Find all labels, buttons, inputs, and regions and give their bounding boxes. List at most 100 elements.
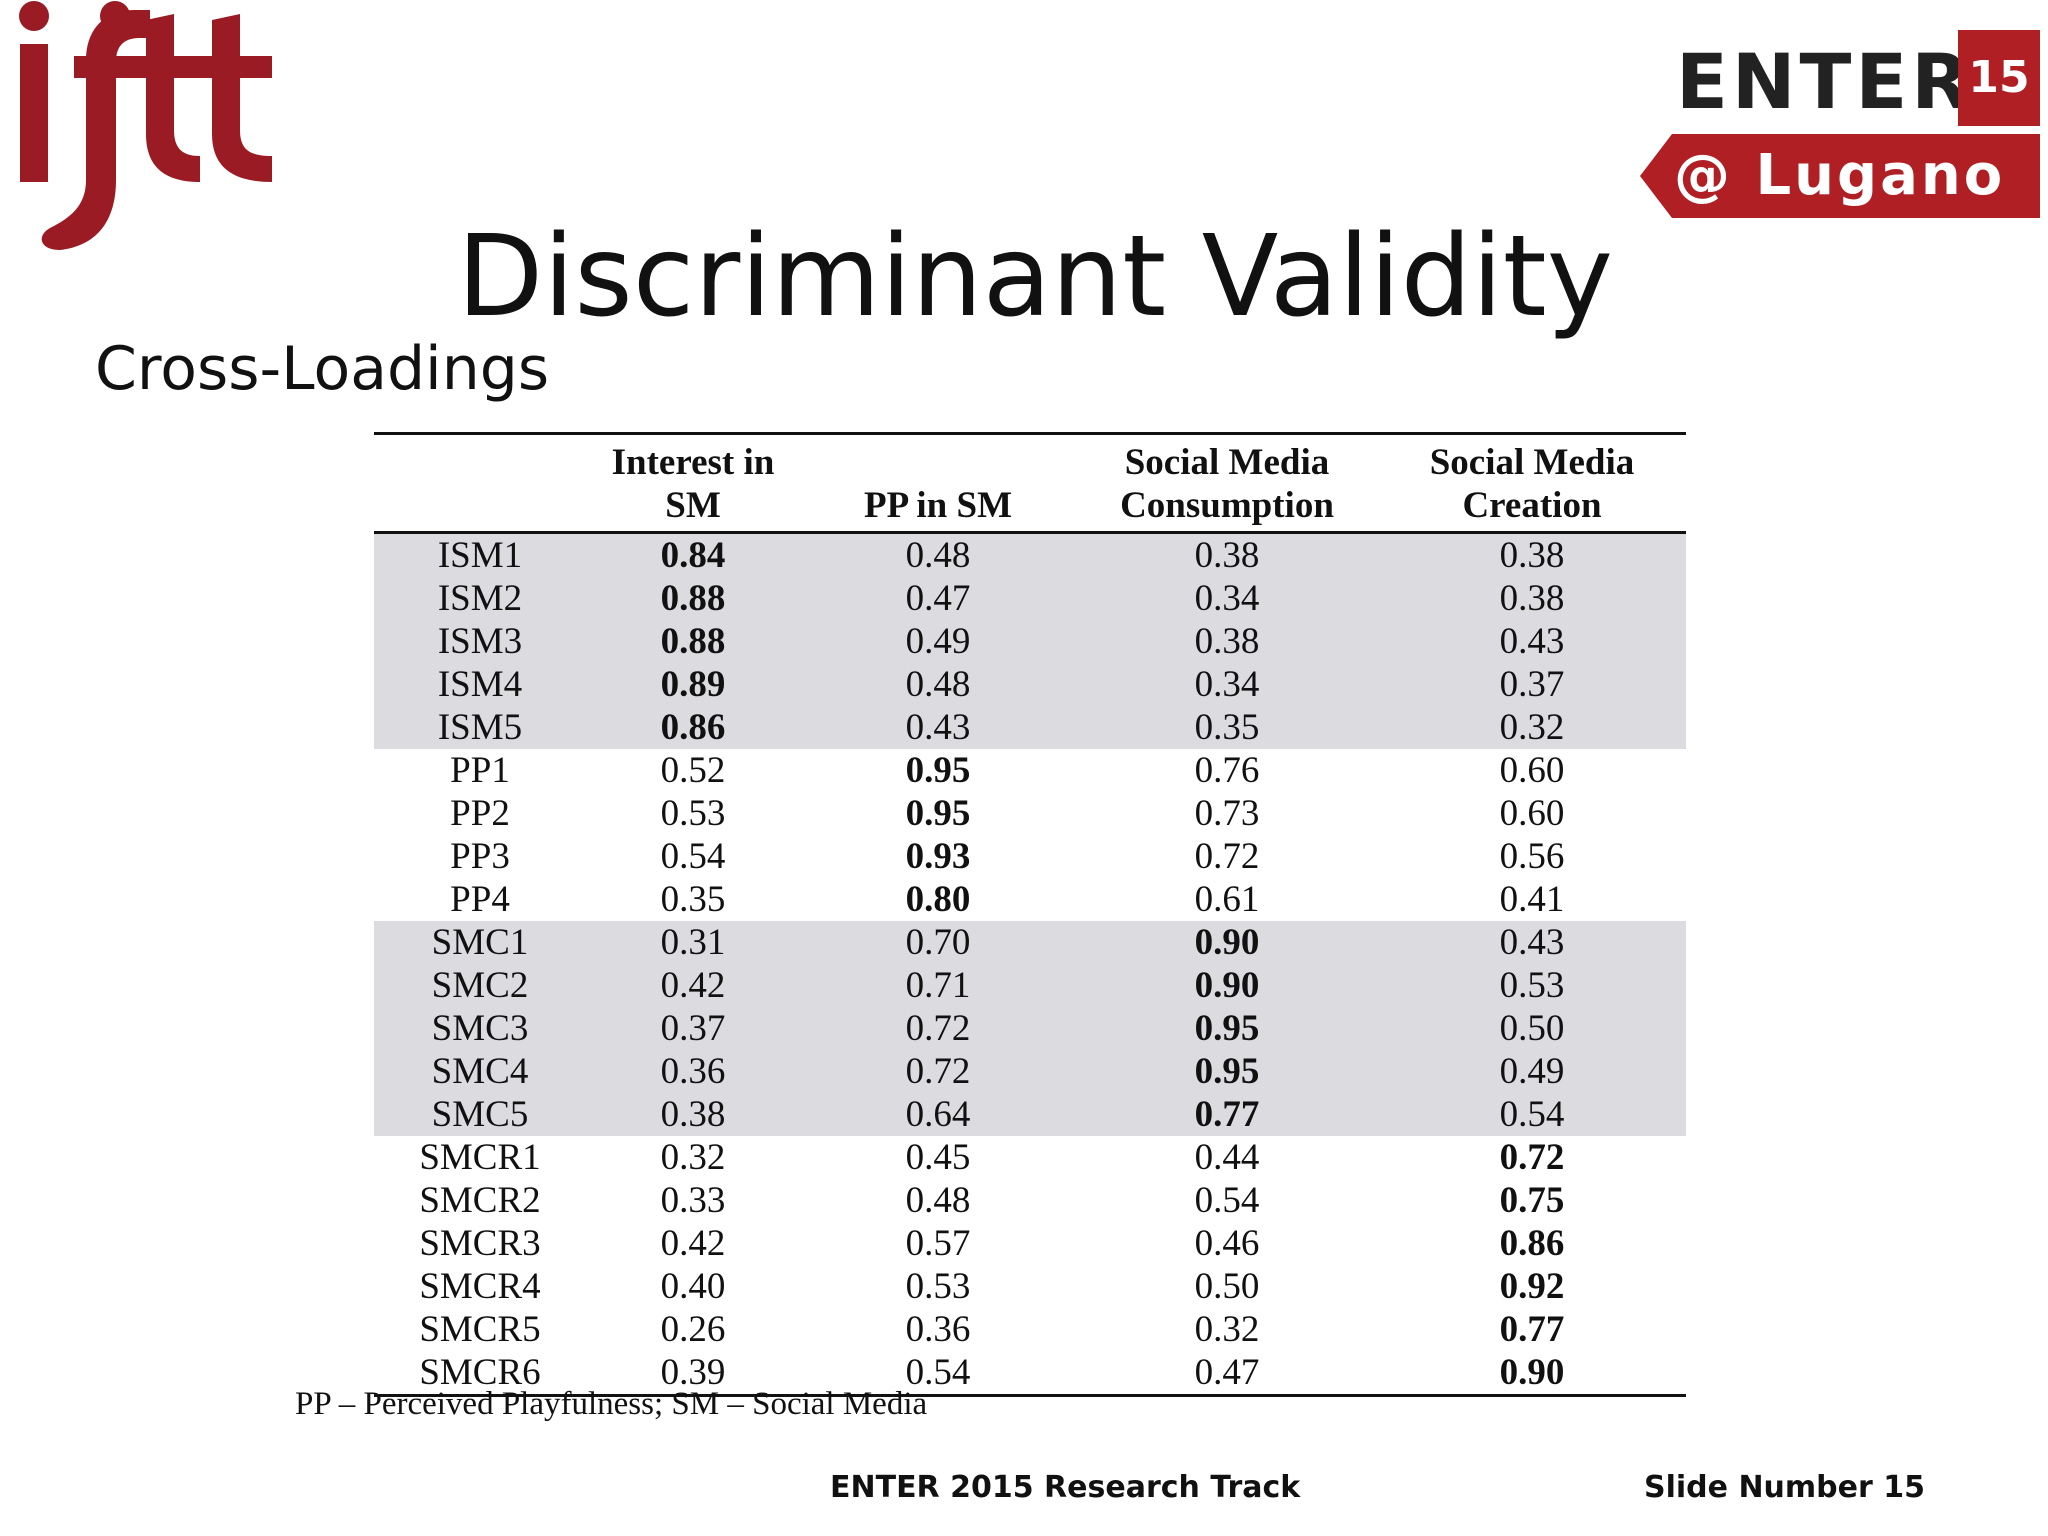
column-header-line2: PP in SM (863, 485, 1013, 526)
loading-cell: 0.50 (1378, 1007, 1686, 1050)
column-header: Social Media Creation (1378, 433, 1686, 534)
column-header-line2: Consumption (1120, 485, 1334, 526)
table-row: SMCR1 0.32 0.45 0.44 0.72 (374, 1136, 1686, 1179)
loading-cell: 0.35 (1076, 706, 1378, 749)
table-row: PP4 0.35 0.80 0.61 0.41 (374, 878, 1686, 921)
table-row: ISM4 0.89 0.48 0.34 0.37 (374, 663, 1686, 706)
row-label: ISM5 (374, 706, 586, 749)
loading-cell: 0.32 (1378, 706, 1686, 749)
table-row: PP3 0.54 0.93 0.72 0.56 (374, 835, 1686, 878)
loading-cell: 0.43 (1378, 620, 1686, 663)
table-row: PP2 0.53 0.95 0.73 0.60 (374, 792, 1686, 835)
loading-cell: 0.32 (660, 1137, 726, 1178)
loading-cell: 0.53 (905, 1266, 971, 1307)
row-label: SMC2 (374, 964, 586, 1007)
loading-cell: 0.31 (586, 921, 800, 964)
loading-cell: 0.90 (1499, 1352, 1565, 1393)
loading-cell: 0.75 (1499, 1180, 1565, 1221)
row-label: ISM4 (374, 663, 586, 706)
footer-slide-number: Slide Number 15 (1644, 1470, 1925, 1505)
loading-cell: 0.41 (1499, 879, 1565, 920)
loading-cell: 0.95 (1076, 1050, 1378, 1093)
row-label: SMCR6 (419, 1352, 541, 1393)
table-row: SMC5 0.38 0.64 0.77 0.54 (374, 1093, 1686, 1136)
column-header (374, 433, 586, 534)
loading-cell: 0.77 (1499, 1309, 1565, 1350)
column-header: Interest in SM (586, 433, 800, 534)
loading-cell: 0.37 (1378, 663, 1686, 706)
loading-cell: 0.36 (905, 1309, 971, 1350)
loading-cell: 0.45 (905, 1137, 971, 1178)
loading-cell: 0.86 (1499, 1223, 1565, 1264)
row-label: ISM2 (374, 577, 586, 620)
loading-cell: 0.88 (586, 620, 800, 663)
cross-loadings-table-container: Interest in SM PP in SM Social Media Consu… (374, 432, 1686, 1397)
loading-cell: 0.38 (586, 1093, 800, 1136)
table-header-row: Interest in SM PP in SM Social Media Consu… (374, 433, 1686, 534)
loading-cell: 0.53 (660, 793, 726, 834)
loading-cell: 0.48 (905, 1180, 971, 1221)
loading-cell: 0.60 (1499, 750, 1565, 791)
row-label: SMC3 (374, 1007, 586, 1050)
loading-cell: 0.42 (586, 964, 800, 1007)
row-label: PP2 (450, 793, 510, 834)
cross-loadings-table: Interest in SM PP in SM Social Media Consu… (374, 432, 1686, 1397)
row-label: SMCR1 (419, 1137, 541, 1178)
table-row: SMCR3 0.42 0.57 0.46 0.86 (374, 1222, 1686, 1265)
row-label: SMCR2 (419, 1180, 541, 1221)
loading-cell: 0.49 (1378, 1050, 1686, 1093)
loading-cell: 0.38 (1076, 532, 1378, 577)
loading-cell: 0.37 (586, 1007, 800, 1050)
loading-cell: 0.48 (800, 663, 1076, 706)
loading-cell: 0.38 (1076, 620, 1378, 663)
loading-cell: 0.86 (586, 706, 800, 749)
loading-cell: 0.34 (1076, 577, 1378, 620)
loading-cell: 0.95 (905, 793, 971, 834)
table-body: ISM1 0.84 0.48 0.38 0.38 ISM2 0.88 0.47 0.34 0.38… (374, 532, 1686, 1396)
loading-cell: 0.90 (1076, 921, 1378, 964)
loading-cell: 0.38 (1378, 532, 1686, 577)
slide-subtitle: Cross-Loadings (95, 334, 550, 404)
row-label: SMCR4 (419, 1266, 541, 1307)
loading-cell: 0.72 (800, 1007, 1076, 1050)
loading-cell: 0.47 (1194, 1352, 1260, 1393)
loading-cell: 0.72 (800, 1050, 1076, 1093)
row-label: PP1 (450, 750, 510, 791)
loading-cell: 0.56 (1499, 836, 1565, 877)
row-label: SMCR5 (419, 1309, 541, 1350)
table-row: ISM5 0.86 0.43 0.35 0.32 (374, 706, 1686, 749)
row-label: SMC4 (374, 1050, 586, 1093)
table-row: SMCR4 0.40 0.53 0.50 0.92 (374, 1265, 1686, 1308)
row-label: SMCR3 (419, 1223, 541, 1264)
loading-cell: 0.54 (660, 836, 726, 877)
loading-cell: 0.89 (586, 663, 800, 706)
loading-cell: 0.88 (586, 577, 800, 620)
loading-cell: 0.76 (1194, 750, 1260, 791)
loading-cell: 0.43 (1378, 921, 1686, 964)
loading-cell: 0.26 (660, 1309, 726, 1350)
loading-cell: 0.34 (1076, 663, 1378, 706)
row-label: ISM3 (374, 620, 586, 663)
row-label: SMC1 (374, 921, 586, 964)
loading-cell: 0.35 (660, 879, 726, 920)
row-label: PP4 (450, 879, 510, 920)
loading-cell: 0.52 (660, 750, 726, 791)
enter-15-logo: ENTER 15 @ Lugano (1640, 28, 2040, 218)
table-row: SMC2 0.42 0.71 0.90 0.53 (374, 964, 1686, 1007)
loading-cell: 0.33 (660, 1180, 726, 1221)
column-header-line1: Social Media (1124, 442, 1330, 483)
table-row: SMC4 0.36 0.72 0.95 0.49 (374, 1050, 1686, 1093)
loading-cell: 0.38 (1378, 577, 1686, 620)
loading-cell: 0.90 (1076, 964, 1378, 1007)
footer-track: ENTER 2015 Research Track (830, 1470, 1301, 1505)
column-header-line2: SM (665, 485, 721, 526)
column-header: PP in SM (800, 433, 1076, 534)
loading-cell: 0.57 (905, 1223, 971, 1264)
table-row: SMCR6 0.39 0.54 0.47 0.90 (374, 1351, 1686, 1396)
loading-cell: 0.54 (905, 1352, 971, 1393)
loading-cell: 0.72 (1499, 1137, 1565, 1178)
column-header-line1: Interest in (611, 442, 775, 483)
loading-cell: 0.54 (1378, 1093, 1686, 1136)
table-row: SMCR2 0.33 0.48 0.54 0.75 (374, 1179, 1686, 1222)
table-row: PP1 0.52 0.95 0.76 0.60 (374, 749, 1686, 792)
